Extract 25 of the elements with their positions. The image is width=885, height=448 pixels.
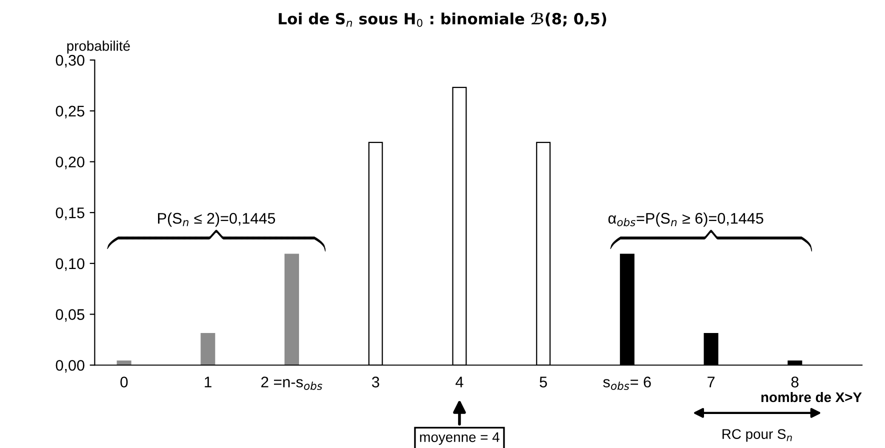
y-tick-label: 0,05 (56, 309, 84, 322)
annotation: α$_{obs}$=P(S$_{n}$ ≥ 6)=0,1445 (608, 212, 764, 227)
x-tick-label: 1 (204, 376, 212, 388)
y-tick-label: 0,10 (56, 258, 84, 271)
y-axis-title: probabilité (67, 40, 130, 54)
y-tick-label: 0,00 (56, 360, 84, 373)
y-tick-label: 0,15 (56, 207, 84, 220)
x-tick-label: 3 (372, 376, 380, 388)
x-tick-label: 4 (456, 376, 464, 388)
text: moyenne = 4 (420, 432, 500, 445)
x-tick-label: 8 (791, 376, 798, 388)
y-tick-label: 0,25 (56, 106, 84, 118)
chart-title: Loi de S$_{n}$ sous H$_{0}$ : binomiale ℬ(8; 0,5) (278, 12, 606, 27)
x-tick-label: 0 (120, 376, 128, 388)
bar (284, 254, 300, 366)
x-tick-label: 7 (708, 376, 715, 388)
annotation: P(S$_{n}$ ≤ 2)=0,1445 (158, 212, 276, 227)
y-tick-label: 0,30 (56, 54, 84, 68)
x-tick-label: 2 =n-s$_{obs}$ (261, 376, 322, 390)
x-axis-title: nombre de X>Y (761, 392, 862, 402)
text: RC pour S$_{n}$ (722, 429, 792, 442)
bar (200, 333, 216, 366)
x-tick-label: 5 (540, 376, 547, 388)
y-tick-label: 0,20 (56, 156, 84, 170)
x-tick-label: s$_{obs}$= 6 (603, 376, 651, 390)
